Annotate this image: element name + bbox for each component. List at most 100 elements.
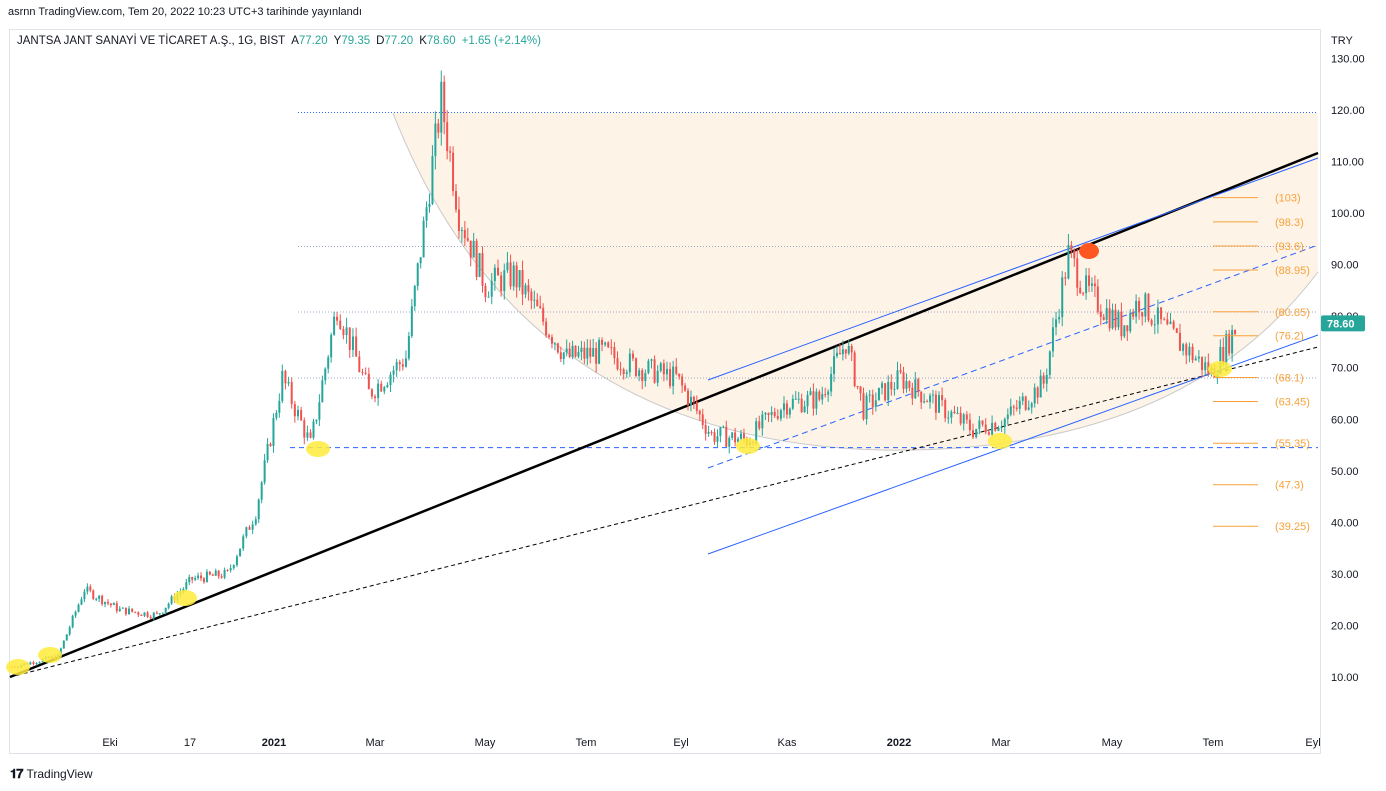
candle [112, 603, 115, 606]
symbol-name: JANTSA JANT SANAYİ VE TİCARET A.Ş., 1G, … [17, 35, 286, 47]
candle [965, 414, 968, 420]
candle [303, 420, 306, 438]
candle [454, 191, 457, 210]
candle [223, 569, 226, 578]
candle [950, 411, 953, 418]
candle [1058, 317, 1061, 320]
candle [306, 432, 309, 438]
y-tick-label: 30.00 [1331, 569, 1359, 581]
candle [770, 411, 773, 416]
candle [1070, 245, 1073, 251]
candle [1000, 427, 1003, 429]
channel-top [707, 157, 1319, 381]
candle [1123, 325, 1126, 337]
candle [681, 376, 684, 386]
candle [695, 402, 698, 411]
x-tick-label: Tem [576, 737, 597, 749]
candle [868, 394, 871, 396]
candle [155, 612, 158, 614]
candle [95, 598, 98, 600]
candle [545, 321, 548, 336]
candle [914, 379, 917, 399]
highlight-marker [736, 438, 760, 454]
candle [803, 406, 806, 413]
candle [83, 591, 86, 600]
x-tick-label: Mar [366, 737, 385, 749]
candle [1027, 407, 1030, 410]
candle [1012, 406, 1015, 408]
candle [722, 426, 725, 428]
candle [923, 401, 926, 403]
candle [205, 571, 208, 583]
candle [734, 432, 737, 443]
fib-label: (88.95) [1275, 265, 1310, 277]
candle [1160, 307, 1163, 320]
candle [710, 432, 713, 434]
candle [592, 348, 595, 357]
candle [665, 368, 668, 375]
x-tick-label: 2022 [887, 737, 911, 749]
candle [1225, 333, 1228, 364]
candle [121, 607, 124, 609]
candle [947, 417, 950, 419]
candle [613, 347, 616, 359]
candle [1090, 283, 1093, 286]
candle [197, 575, 200, 579]
candle [475, 240, 478, 277]
candle [1006, 414, 1009, 419]
candle [1178, 332, 1181, 351]
candle [550, 337, 553, 344]
candle [779, 410, 782, 419]
x-tick-label: Eki [102, 737, 117, 749]
candle [953, 411, 956, 414]
x-tick-label: 17 [184, 737, 196, 749]
last-price-label: 78.60 [1327, 318, 1355, 330]
candle [143, 612, 146, 616]
candle [327, 357, 330, 369]
candle [716, 436, 719, 442]
candle [109, 603, 112, 606]
candle [263, 460, 266, 483]
candle [1163, 319, 1166, 321]
change-value: +1.65 (+2.14%) [461, 35, 541, 47]
candle [800, 398, 803, 413]
candle [1153, 324, 1156, 326]
candle [896, 370, 899, 389]
x-tick-label: Tem [1203, 737, 1224, 749]
candle [785, 403, 788, 415]
candle [1219, 346, 1222, 374]
candle [1138, 300, 1141, 313]
candle [315, 419, 318, 422]
candle [1120, 311, 1123, 337]
candle [425, 207, 428, 221]
candle [619, 369, 622, 371]
candle [956, 412, 959, 414]
candle [284, 370, 287, 384]
candle [580, 347, 583, 353]
candle [698, 410, 701, 415]
candle [742, 433, 745, 439]
candle [571, 345, 574, 357]
candle [457, 209, 460, 231]
candle [131, 608, 134, 612]
candle [841, 349, 844, 355]
candle [428, 203, 431, 208]
candle [1114, 309, 1117, 328]
candle [1021, 396, 1024, 401]
candle [229, 567, 232, 571]
candle [300, 409, 303, 421]
candle [318, 402, 321, 420]
candle [1169, 321, 1172, 325]
candle [386, 385, 389, 388]
candle [893, 388, 896, 390]
candle [266, 443, 269, 461]
candle [466, 238, 469, 241]
candle [194, 578, 197, 580]
candle [997, 427, 1000, 431]
candle [336, 316, 339, 321]
candle [959, 412, 962, 424]
candle [847, 345, 850, 354]
candle [351, 336, 354, 350]
low-label: D [376, 35, 385, 47]
